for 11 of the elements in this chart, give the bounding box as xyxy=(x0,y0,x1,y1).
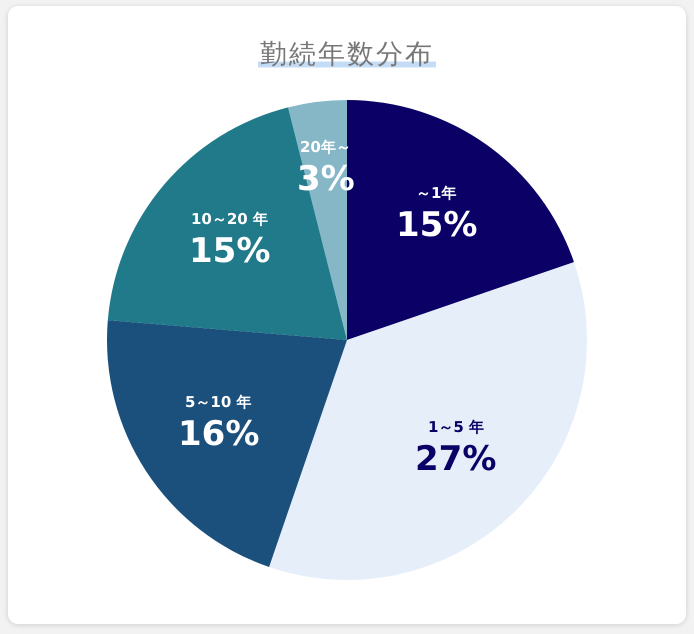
chart-title: 勤続年数分布 xyxy=(258,39,436,70)
pie-slice xyxy=(269,262,587,580)
slice-label: 10～20 年 xyxy=(191,210,268,228)
pie-slice xyxy=(107,320,347,567)
slice-label: ～1年 xyxy=(416,184,456,202)
data-label: 15% xyxy=(396,205,478,245)
data-label: 27% xyxy=(415,439,496,479)
slice-label: 5～10 年 xyxy=(185,393,252,411)
slice-label: 1～5 年 xyxy=(428,418,484,436)
data-label: 15% xyxy=(189,231,270,271)
data-label: 16% xyxy=(178,414,260,454)
